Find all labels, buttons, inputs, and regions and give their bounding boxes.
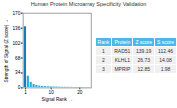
svg-text:Strength of Signal (Z score) →: Strength of Signal (Z score) → bbox=[4, 19, 9, 83]
svg-text:102: 102 bbox=[12, 41, 20, 46]
svg-text:10: 10 bbox=[49, 90, 55, 95]
svg-text:68: 68 bbox=[15, 56, 21, 61]
html-text:12.85: 12.85 bbox=[137, 65, 150, 72]
html-text:Human Protein Microarray Speci: Human Protein Microarray Specificity Val… bbox=[30, 1, 147, 7]
html-text:1.98: 1.98 bbox=[160, 65, 171, 72]
html-text:139.19: 139.19 bbox=[136, 47, 152, 54]
html-text:Protein: Protein bbox=[114, 38, 131, 45]
html-text:26.73: 26.73 bbox=[137, 56, 150, 63]
html-text:14.08: 14.08 bbox=[159, 56, 172, 63]
svg-text:170: 170 bbox=[12, 11, 20, 16]
html-text:112.46: 112.46 bbox=[158, 47, 173, 54]
svg-text:1: 1 bbox=[24, 90, 27, 95]
html-text:MPRIP: MPRIP bbox=[114, 65, 131, 72]
html-text:Rank: Rank bbox=[97, 38, 110, 45]
html-text:Z score: Z score bbox=[135, 38, 152, 45]
html-text:1: 1 bbox=[102, 47, 105, 54]
svg-text:Signal Rank →: Signal Rank → bbox=[41, 97, 72, 102]
html-text:S score: S score bbox=[157, 38, 174, 45]
svg-text:0: 0 bbox=[18, 85, 21, 90]
html-text:2: 2 bbox=[102, 56, 105, 63]
svg-text:136: 136 bbox=[12, 26, 20, 31]
svg-text:34: 34 bbox=[15, 70, 21, 75]
html-text:KLHL1: KLHL1 bbox=[114, 56, 130, 63]
svg-text:20: 20 bbox=[77, 90, 83, 95]
html-text:RAD51: RAD51 bbox=[114, 47, 131, 54]
html-text:3: 3 bbox=[102, 65, 105, 72]
